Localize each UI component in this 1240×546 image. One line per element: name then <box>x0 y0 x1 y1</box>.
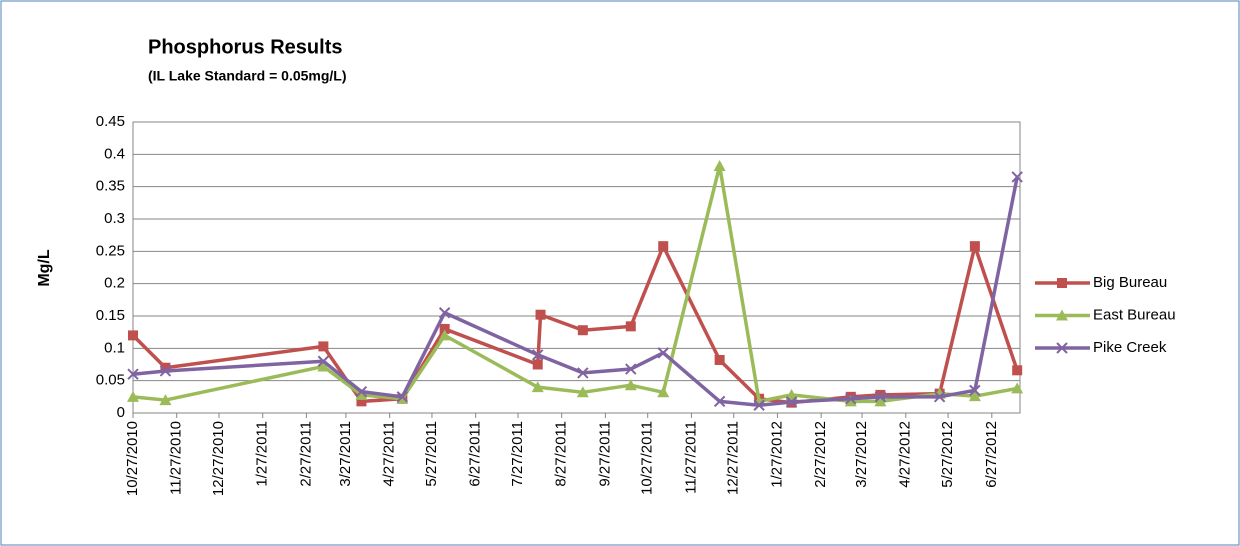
marker <box>658 241 669 252</box>
y-tick-label: 0.1 <box>104 339 125 356</box>
marker <box>159 394 172 406</box>
marker <box>1011 382 1024 394</box>
x-tick-label: 3/27/2011 <box>337 421 354 487</box>
marker <box>713 159 726 171</box>
y-tick-label: 0.05 <box>96 372 125 389</box>
marker <box>318 341 329 352</box>
marker <box>438 307 451 319</box>
marker <box>1012 365 1023 376</box>
x-tick-label: 8/27/2011 <box>553 421 570 487</box>
x-tick-label: 10/27/2011 <box>639 421 656 495</box>
marker <box>127 390 139 402</box>
marker <box>969 384 981 397</box>
x-tick-label: 9/27/2011 <box>596 421 613 487</box>
plot-border <box>132 121 1021 414</box>
marker <box>532 359 543 370</box>
marker <box>159 365 172 377</box>
series-line <box>132 176 1019 407</box>
marker <box>438 329 451 341</box>
x-tick-label: 11/27/2010 <box>168 421 185 495</box>
x-tick-label: 4/27/2011 <box>381 421 398 487</box>
marker <box>1057 278 1067 288</box>
marker <box>753 399 765 411</box>
legend-label: East Bureau <box>1093 306 1176 323</box>
marker <box>355 388 368 400</box>
chart-title: Phosphorus Results <box>148 36 342 58</box>
y-tick-label: 0.45 <box>96 113 125 130</box>
marker <box>355 385 368 398</box>
x-tick-label: 2/27/2011 <box>297 421 314 487</box>
marker <box>875 389 886 400</box>
y-tick-label: 0 <box>117 404 125 421</box>
marker <box>128 330 138 341</box>
marker <box>1011 171 1023 183</box>
x-tick-label: 12/27/2011 <box>725 421 742 495</box>
marker <box>714 354 725 365</box>
marker <box>785 396 798 408</box>
x-tick-label: 2/27/2012 <box>812 421 829 488</box>
marker <box>160 362 171 373</box>
marker <box>535 309 546 320</box>
marker <box>844 395 857 407</box>
marker <box>657 347 669 359</box>
x-tick-label: 1/27/2012 <box>768 421 785 488</box>
y-tick-label: 0.3 <box>104 210 125 227</box>
marker <box>625 363 637 375</box>
x-tick-label: 10/27/2010 <box>124 421 141 496</box>
x-tick-label: 4/27/2012 <box>897 421 914 488</box>
marker <box>317 355 330 367</box>
marker <box>874 395 887 407</box>
y-tick-label: 0.4 <box>104 145 125 162</box>
marker <box>969 241 980 252</box>
marker <box>1056 309 1068 321</box>
x-tick-label: 11/27/2011 <box>682 421 699 494</box>
marker <box>968 390 981 402</box>
marker <box>532 349 544 361</box>
marker <box>317 360 330 372</box>
x-tick-label: 6/27/2011 <box>467 421 484 487</box>
y-tick-label: 0.35 <box>96 178 125 195</box>
x-tick-label: 5/27/2012 <box>939 421 956 488</box>
marker <box>439 323 450 334</box>
chart-subtitle: (IL Lake Standard = 0.05mg/L) <box>148 68 347 84</box>
marker <box>785 388 798 400</box>
marker <box>356 396 367 407</box>
y-tick-label: 0.25 <box>96 242 125 259</box>
marker <box>1056 342 1068 354</box>
marker <box>933 391 946 403</box>
y-axis-label: Mg/L <box>36 249 53 287</box>
x-tick-label: 3/27/2012 <box>853 421 870 488</box>
marker <box>396 391 409 403</box>
marker <box>874 391 887 403</box>
marker <box>576 386 589 398</box>
marker <box>577 325 588 336</box>
x-tick-label: 12/27/2010 <box>210 421 227 496</box>
marker <box>845 393 857 405</box>
x-tick-label: 7/27/2011 <box>509 421 526 487</box>
series-line <box>132 164 1018 404</box>
x-tick-label: 6/27/2012 <box>983 421 1000 488</box>
legend-label: Pike Creek <box>1093 339 1167 356</box>
y-tick-label: 0.2 <box>104 275 125 292</box>
marker <box>625 321 636 332</box>
marker <box>713 395 726 408</box>
legend-label: Big Bureau <box>1093 274 1167 291</box>
marker <box>127 368 139 380</box>
y-tick-label: 0.15 <box>96 307 125 324</box>
marker <box>657 386 670 398</box>
x-tick-label: 1/27/2011 <box>254 421 271 487</box>
marker <box>531 381 544 393</box>
x-tick-label: 5/27/2011 <box>423 421 440 487</box>
marker <box>577 367 589 379</box>
marker <box>624 379 637 391</box>
